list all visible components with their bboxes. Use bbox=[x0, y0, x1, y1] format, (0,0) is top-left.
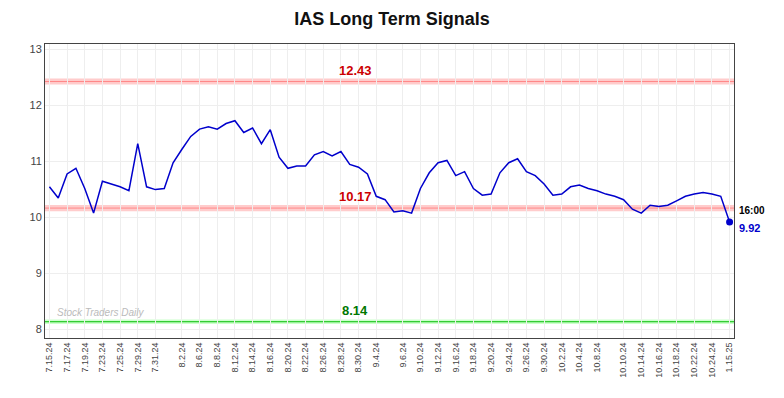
svg-text:12.43: 12.43 bbox=[339, 63, 372, 78]
svg-text:1.15.25: 1.15.25 bbox=[725, 343, 735, 373]
svg-text:8.8.24: 8.8.24 bbox=[212, 343, 222, 368]
svg-text:10: 10 bbox=[30, 211, 42, 223]
svg-text:7.23.24: 7.23.24 bbox=[97, 343, 107, 373]
svg-text:9.4.24: 9.4.24 bbox=[371, 343, 381, 368]
svg-text:10.16.24: 10.16.24 bbox=[654, 343, 664, 378]
svg-text:8.2.24: 8.2.24 bbox=[177, 343, 187, 368]
svg-text:7.31.24: 7.31.24 bbox=[150, 343, 160, 373]
svg-text:9.92: 9.92 bbox=[739, 222, 760, 234]
svg-text:8.20.24: 8.20.24 bbox=[283, 343, 293, 373]
svg-text:7.29.24: 7.29.24 bbox=[133, 343, 143, 373]
svg-text:10.4.24: 10.4.24 bbox=[574, 343, 584, 373]
svg-text:7.25.24: 7.25.24 bbox=[115, 343, 125, 373]
svg-text:13: 13 bbox=[30, 43, 42, 55]
svg-text:10.10.24: 10.10.24 bbox=[619, 343, 629, 378]
svg-text:Stock Traders Daily: Stock Traders Daily bbox=[57, 307, 145, 318]
svg-text:7.15.24: 7.15.24 bbox=[44, 343, 54, 373]
svg-text:8.14.24: 8.14.24 bbox=[248, 343, 258, 373]
svg-text:9.24.24: 9.24.24 bbox=[504, 343, 514, 373]
svg-text:8: 8 bbox=[36, 323, 42, 335]
svg-text:10.24.24: 10.24.24 bbox=[707, 343, 717, 378]
svg-text:9.12.24: 9.12.24 bbox=[433, 343, 443, 373]
svg-text:9.30.24: 9.30.24 bbox=[539, 343, 549, 373]
svg-text:10.18.24: 10.18.24 bbox=[672, 343, 682, 378]
svg-text:10.14.24: 10.14.24 bbox=[636, 343, 646, 378]
svg-text:8.14: 8.14 bbox=[342, 303, 368, 318]
svg-text:8.6.24: 8.6.24 bbox=[195, 343, 205, 368]
svg-text:8.16.24: 8.16.24 bbox=[265, 343, 275, 373]
svg-text:10.2.24: 10.2.24 bbox=[557, 343, 567, 373]
svg-text:IAS Long Term Signals: IAS Long Term Signals bbox=[294, 9, 490, 29]
svg-text:9.6.24: 9.6.24 bbox=[398, 343, 408, 368]
svg-text:11: 11 bbox=[30, 155, 41, 167]
svg-text:16:00: 16:00 bbox=[739, 205, 765, 216]
svg-text:7.17.24: 7.17.24 bbox=[62, 343, 72, 373]
svg-text:8.12.24: 8.12.24 bbox=[230, 343, 240, 373]
svg-text:9.20.24: 9.20.24 bbox=[486, 343, 496, 373]
svg-text:9.18.24: 9.18.24 bbox=[468, 343, 478, 373]
svg-text:7.19.24: 7.19.24 bbox=[80, 343, 90, 373]
svg-text:9.26.24: 9.26.24 bbox=[521, 343, 531, 373]
svg-text:9.16.24: 9.16.24 bbox=[451, 343, 461, 373]
svg-text:9.10.24: 9.10.24 bbox=[415, 343, 425, 373]
svg-text:8.28.24: 8.28.24 bbox=[336, 343, 346, 373]
svg-text:10.22.24: 10.22.24 bbox=[689, 343, 699, 378]
svg-text:10.8.24: 10.8.24 bbox=[592, 343, 602, 373]
svg-text:8.22.24: 8.22.24 bbox=[301, 343, 311, 373]
svg-text:8.30.24: 8.30.24 bbox=[354, 343, 364, 373]
svg-text:12: 12 bbox=[30, 99, 42, 111]
svg-text:10.17: 10.17 bbox=[339, 189, 372, 204]
svg-text:8.26.24: 8.26.24 bbox=[318, 343, 328, 373]
svg-text:9: 9 bbox=[36, 267, 42, 279]
